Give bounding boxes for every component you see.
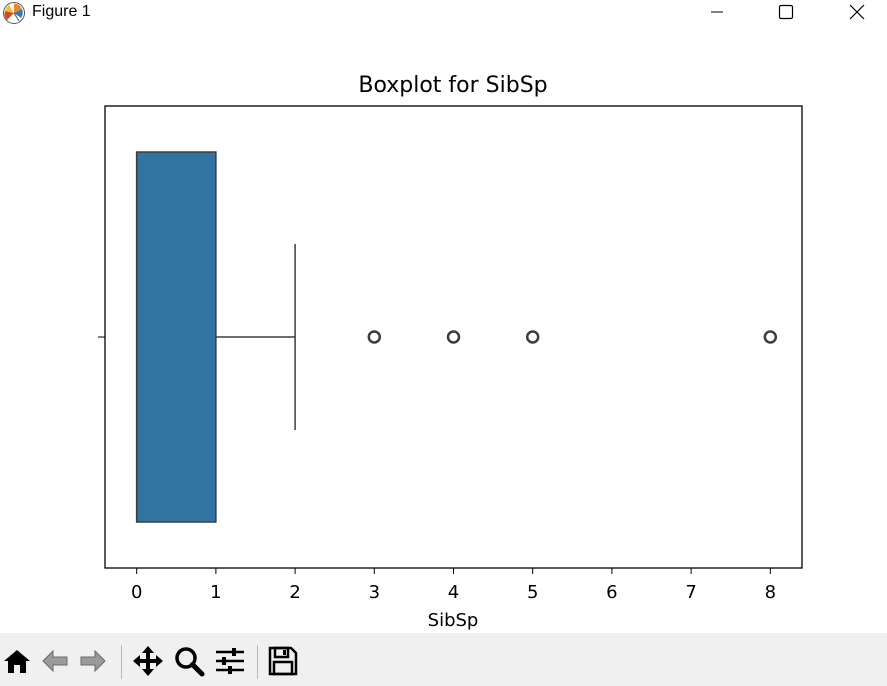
arrow-right-icon — [80, 649, 106, 673]
figure-canvas[interactable]: Boxplot for SibSp 0 1 2 3 4 5 6 7 8 SibSp — [0, 33, 887, 633]
pan-button[interactable] — [131, 643, 165, 679]
window-title: Figure 1 — [32, 3, 91, 20]
boxplot-marks — [135, 151, 778, 523]
boxplot-chart: Boxplot for SibSp 0 1 2 3 4 5 6 7 8 SibSp — [98, 73, 803, 631]
box-iqr — [135, 151, 217, 523]
maximize-icon — [778, 4, 794, 20]
x-axis-label: SibSp — [428, 610, 479, 631]
forward-button[interactable] — [76, 643, 110, 679]
floppy-disk-icon — [268, 646, 298, 676]
minimize-icon — [711, 11, 723, 13]
x-tick-label: 5 — [527, 582, 538, 603]
save-button[interactable] — [266, 643, 300, 679]
x-tick-label: 8 — [765, 582, 776, 603]
maximize-button[interactable] — [763, 0, 809, 24]
x-axis-ticks: 0 1 2 3 4 5 6 7 8 — [131, 568, 776, 603]
close-icon — [849, 4, 865, 20]
x-tick-label: 6 — [606, 582, 617, 603]
sliders-icon — [216, 648, 244, 674]
outlier-point — [763, 330, 778, 344]
x-tick-label: 1 — [210, 582, 221, 603]
outlier-point — [525, 330, 540, 344]
toolbar-separator — [121, 645, 122, 679]
x-tick-label: 2 — [289, 582, 300, 603]
outlier-point — [446, 330, 461, 344]
navigation-toolbar — [0, 633, 887, 686]
toolbar-separator — [257, 645, 258, 679]
chart-title: Boxplot for SibSp — [358, 73, 547, 98]
move-icon — [133, 646, 163, 676]
home-button[interactable] — [0, 643, 34, 679]
title-bar: Figure 1 — [0, 0, 887, 33]
x-tick-label: 7 — [685, 582, 696, 603]
outlier-point — [367, 330, 382, 344]
minimize-button[interactable] — [694, 0, 740, 24]
home-icon — [4, 650, 30, 673]
zoom-button[interactable] — [172, 643, 206, 679]
x-tick-label: 3 — [369, 582, 380, 603]
matplotlib-logo-icon — [2, 1, 26, 25]
x-tick-label: 4 — [448, 582, 459, 603]
back-button[interactable] — [38, 643, 72, 679]
configure-subplots-button[interactable] — [213, 643, 247, 679]
x-tick-label: 0 — [131, 582, 142, 603]
arrow-left-icon — [42, 649, 68, 673]
close-button[interactable] — [834, 0, 880, 24]
magnifier-icon — [175, 647, 205, 677]
